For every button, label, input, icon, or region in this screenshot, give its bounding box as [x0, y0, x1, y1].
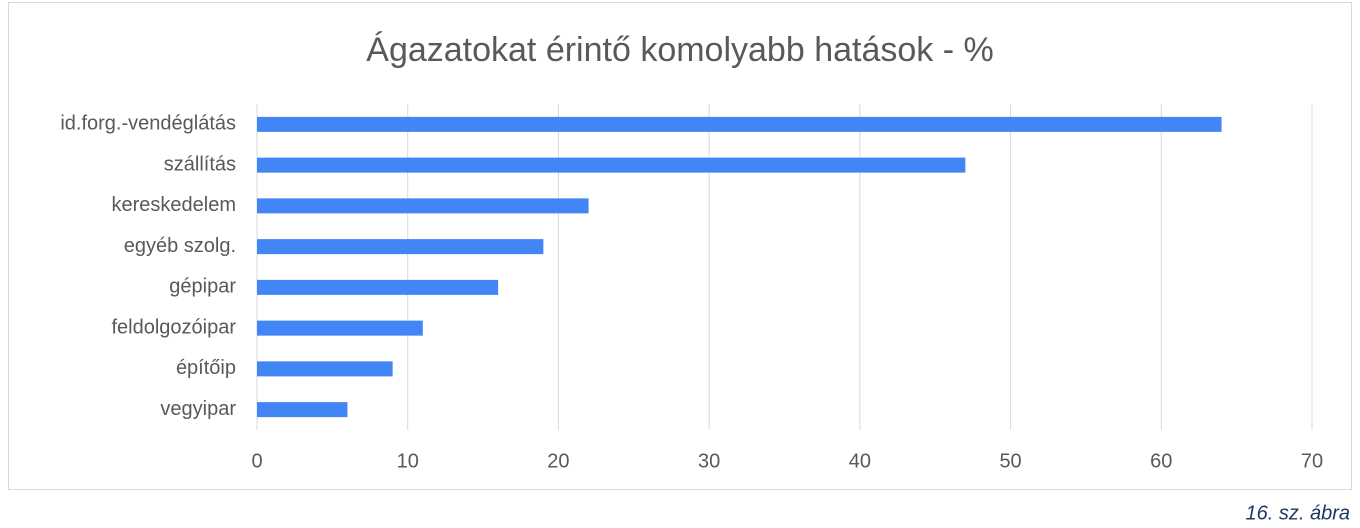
x-tick-label: 10 — [397, 450, 419, 472]
y-tick-label: vegyipar — [160, 398, 236, 420]
chart-title: Ágazatokat érintő komolyabb hatások - % — [366, 31, 993, 69]
x-tick-label: 70 — [1301, 450, 1323, 472]
bar — [257, 157, 966, 173]
bar — [257, 402, 348, 418]
bar — [257, 279, 499, 295]
y-tick-label: szállítás — [164, 153, 236, 175]
x-tick-label: 40 — [849, 450, 871, 472]
y-tick-label: id.forg.-vendéglátás — [60, 113, 236, 135]
x-tick-label: 20 — [547, 450, 569, 472]
x-tick-label: 30 — [698, 450, 720, 472]
x-tick-label: 50 — [999, 450, 1021, 472]
bar — [257, 361, 393, 377]
bar — [257, 320, 423, 336]
y-tick-label: kereskedelem — [111, 194, 236, 216]
bar — [257, 239, 544, 255]
y-tick-label: gépipar — [169, 276, 236, 298]
bar — [257, 116, 1222, 132]
y-tick-label: építőip — [176, 357, 236, 379]
x-tick-label: 0 — [251, 450, 262, 472]
bar — [257, 198, 589, 214]
y-tick-label: feldolgozóipar — [111, 316, 236, 338]
y-tick-label: egyéb szolg. — [124, 235, 236, 257]
x-tick-label: 60 — [1150, 450, 1172, 472]
caption: 16. sz. ábra — [1245, 502, 1350, 524]
chart-frame — [8, 2, 1352, 490]
